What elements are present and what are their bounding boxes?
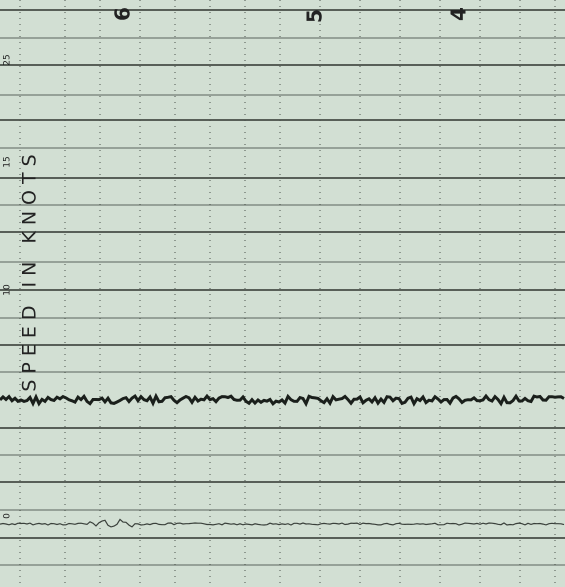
scale-label: 25	[3, 54, 13, 65]
axis-title: SPEED IN KNOTS	[19, 148, 41, 391]
scale-label: 15	[3, 156, 13, 167]
hour-mark: 5	[303, 9, 327, 23]
scale-label: 10	[3, 284, 13, 296]
chart-paper: SPEED IN KNOTS 6 5 4 25 15 10 0	[0, 0, 565, 587]
hour-mark: 4	[447, 7, 471, 21]
scale-label: 0	[3, 513, 13, 519]
hour-mark: 6	[111, 7, 135, 21]
